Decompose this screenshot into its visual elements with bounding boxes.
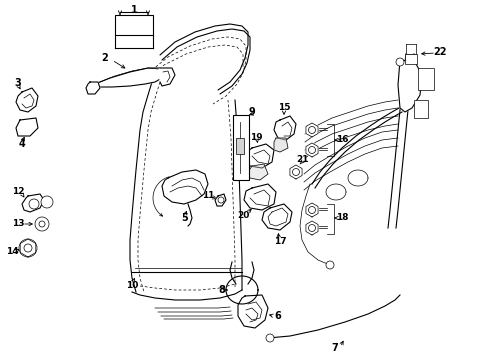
Text: 5: 5 — [182, 213, 188, 223]
Text: 4: 4 — [19, 139, 25, 149]
Bar — [418, 68, 434, 90]
Bar — [236, 138, 244, 154]
Text: 13: 13 — [12, 220, 24, 229]
Polygon shape — [306, 203, 318, 217]
Circle shape — [309, 147, 316, 153]
Circle shape — [19, 239, 37, 257]
Text: 9: 9 — [248, 107, 255, 117]
Text: 19: 19 — [250, 132, 262, 141]
Polygon shape — [162, 170, 208, 204]
Text: 16: 16 — [336, 135, 348, 144]
Circle shape — [293, 168, 299, 175]
Circle shape — [41, 196, 53, 208]
Polygon shape — [246, 144, 274, 168]
Text: 6: 6 — [274, 311, 281, 321]
Text: 20: 20 — [237, 211, 249, 220]
Text: 21: 21 — [296, 156, 308, 165]
Text: 8: 8 — [219, 285, 225, 295]
Circle shape — [218, 197, 224, 203]
Text: 15: 15 — [278, 104, 290, 112]
Text: 1: 1 — [131, 5, 137, 15]
Circle shape — [309, 126, 316, 134]
Polygon shape — [398, 60, 422, 112]
Circle shape — [326, 261, 334, 269]
Text: 11: 11 — [202, 192, 214, 201]
Circle shape — [24, 244, 32, 252]
Polygon shape — [86, 82, 100, 94]
Polygon shape — [262, 204, 292, 230]
Polygon shape — [306, 221, 318, 235]
Bar — [233, 115, 249, 180]
Polygon shape — [215, 194, 226, 206]
Circle shape — [29, 199, 39, 209]
Polygon shape — [16, 118, 38, 136]
Polygon shape — [274, 116, 296, 140]
Text: 10: 10 — [126, 280, 138, 289]
Bar — [414, 100, 428, 118]
Text: 18: 18 — [336, 213, 348, 222]
Text: 14: 14 — [6, 248, 18, 256]
Polygon shape — [16, 88, 38, 112]
Text: 12: 12 — [12, 188, 24, 197]
Polygon shape — [160, 68, 175, 86]
Bar — [405, 54, 417, 64]
Polygon shape — [244, 184, 276, 210]
Polygon shape — [274, 138, 288, 152]
Polygon shape — [22, 194, 44, 212]
Polygon shape — [248, 164, 268, 180]
Polygon shape — [95, 68, 165, 87]
Polygon shape — [238, 295, 268, 328]
Text: 17: 17 — [274, 238, 286, 247]
Text: 3: 3 — [15, 78, 22, 88]
Circle shape — [309, 207, 316, 213]
Circle shape — [309, 225, 316, 231]
Text: 7: 7 — [332, 343, 339, 353]
Polygon shape — [306, 143, 318, 157]
Circle shape — [35, 217, 49, 231]
Text: 22: 22 — [433, 47, 447, 57]
Bar — [115, 15, 153, 35]
Circle shape — [266, 334, 274, 342]
Text: 2: 2 — [101, 53, 108, 63]
Circle shape — [39, 221, 45, 227]
Circle shape — [396, 58, 404, 66]
Polygon shape — [290, 165, 302, 179]
Polygon shape — [306, 123, 318, 137]
